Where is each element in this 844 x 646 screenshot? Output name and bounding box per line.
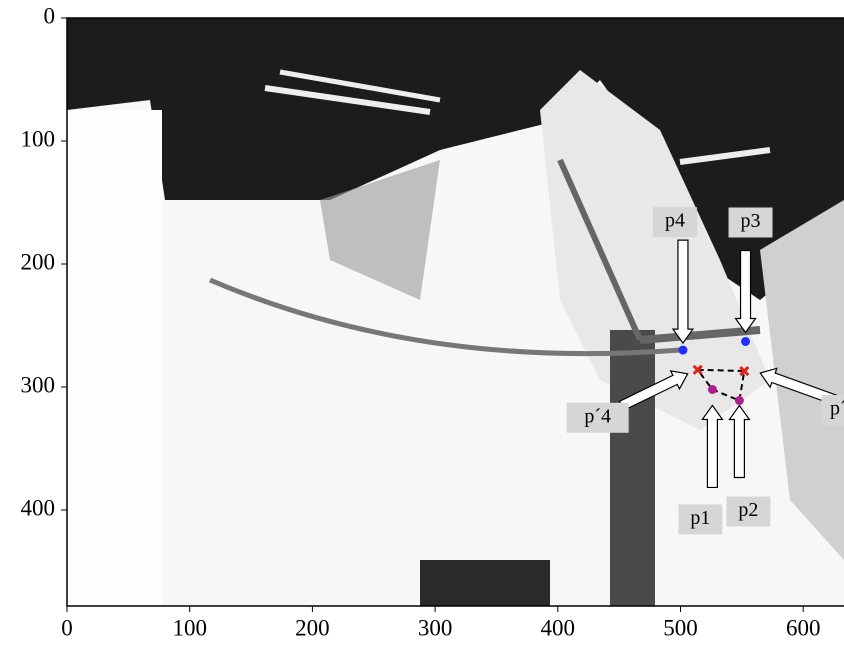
arrow — [734, 249, 757, 334]
x-tick-label: 0 — [61, 615, 73, 640]
point — [734, 396, 744, 406]
y-tick-label: 400 — [21, 495, 56, 520]
thermal-image — [67, 18, 844, 606]
point-label: p´4 — [584, 405, 611, 427]
point-label: p3 — [741, 210, 761, 232]
arrow — [618, 370, 689, 412]
point — [707, 384, 717, 394]
label-box — [678, 504, 723, 535]
point — [741, 336, 751, 346]
arrow — [701, 404, 724, 489]
x-tick-label: 400 — [541, 615, 576, 640]
y-tick-label: 200 — [21, 249, 56, 274]
y-tick-label: 0 — [44, 3, 56, 28]
y-tick-label: 300 — [21, 372, 56, 397]
point — [678, 345, 688, 355]
point — [739, 365, 750, 377]
point-label: p´3 — [830, 398, 844, 420]
point-label: p1 — [690, 507, 710, 529]
label-box — [566, 402, 629, 433]
arrow — [671, 239, 695, 345]
arrow — [728, 404, 751, 479]
label-box — [728, 207, 773, 238]
x-tick-label: 200 — [295, 615, 330, 640]
dashed-outline — [695, 368, 746, 402]
annotations: p4 p3 p´4 p´3 p1 p2 — [566, 207, 844, 535]
label-box — [652, 207, 697, 238]
point — [692, 364, 703, 375]
axes-frame — [66, 17, 844, 607]
label-box — [726, 496, 771, 527]
x-tick-label: 300 — [418, 615, 453, 640]
point-label: p4 — [665, 210, 685, 232]
x-tick-label: 500 — [663, 615, 698, 640]
label-box — [821, 395, 844, 426]
arrow — [759, 367, 838, 406]
point-label: p2 — [738, 499, 758, 521]
y-tick-label: 100 — [21, 126, 56, 151]
x-tick-label: 600 — [786, 615, 821, 640]
x-tick-label: 100 — [172, 615, 207, 640]
